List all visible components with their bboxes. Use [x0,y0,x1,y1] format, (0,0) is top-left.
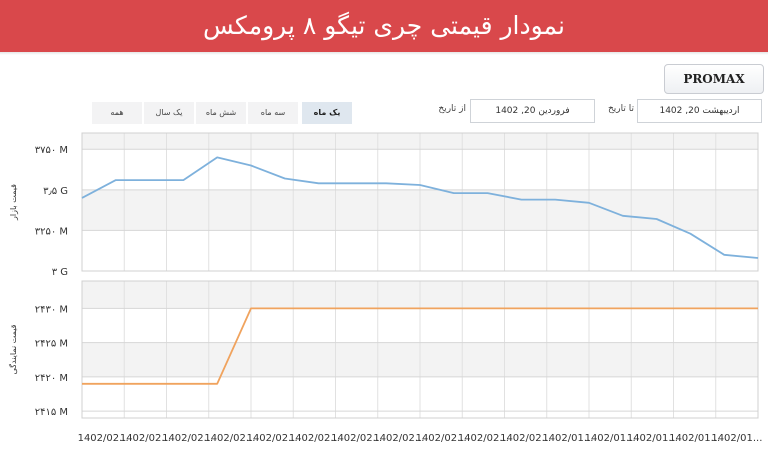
x-tick-label: 1402/02... [373,433,424,444]
x-tick-label: 1402/01... [585,433,636,444]
x-tick-label: 1402/02... [120,433,171,444]
dealer-band [82,281,758,309]
market-band [82,133,758,150]
market-ytick-label: ۳٫۵ G [43,186,68,197]
dealer-price-chart: ۲۴۱۵ M ۲۴۲۰ M ۲۴۲۵ M ۲۴۳۰ M قیمت نمایندگی [8,280,759,419]
to-date-label: تا تاریخ [607,104,634,114]
market-price-chart: ۳ G ۳۲۵۰ M ۳٫۵ G ۳۷۵۰ M قیمت بازار [9,132,759,278]
x-tick-label: 1402/02... [331,433,382,444]
market-band [82,189,758,231]
range-6m-button[interactable]: شش ماه [196,102,246,124]
market-ytick-label: ۳ G [52,267,68,278]
x-tick-label: 1402/01... [711,433,762,444]
dealer-ytick-label: ۲۴۲۰ M [35,373,68,384]
market-ylabel: قیمت بازار [9,184,18,221]
to-date-input[interactable]: اردیبهشت 20, 1402 [637,99,762,123]
dealer-ytick-label: ۲۴۳۰ M [35,304,68,315]
market-ytick-label: ۳۲۵۰ M [35,226,68,237]
range-1m-button[interactable]: یک ماه [302,102,352,124]
dealer-ylabel: قیمت نمایندگی [8,324,18,374]
range-1y-button[interactable]: یک سال [144,102,194,124]
from-date-label: از تاریخ [438,104,466,114]
page-header: نمودار قیمتی چری تیگو ۸ پرومکس [0,0,768,55]
dealer-frame [81,280,759,419]
x-tick-label: 1402/02... [500,433,551,444]
x-tick-label: 1402/02... [247,433,298,444]
x-tick-label: 1402/02... [289,433,340,444]
x-tick-label: 1402/02... [204,433,255,444]
x-tick-label: 1402/02... [162,433,213,444]
range-3m-button[interactable]: سه ماه [248,102,298,124]
x-tick-label: 1402/02... [458,433,509,444]
market-ytick-label: ۳۷۵۰ M [35,145,68,156]
x-axis: 1402/01...1402/01...1402/01...1402/01...… [78,433,763,444]
market-frame [81,132,759,272]
range-all-button[interactable]: همه [92,102,142,124]
page-title: نمودار قیمتی چری تیگو ۸ پرومکس [203,11,565,40]
x-tick-label: 1402/01... [627,433,678,444]
variant-button[interactable]: PROMAX AWD [664,64,764,114]
from-date-input[interactable]: فروردین 20, 1402 [470,99,595,123]
header-shadow [0,52,768,55]
dealer-price-line [82,307,758,385]
x-tick-label: 1402/01... [542,433,593,444]
x-tick-label: 1402/02... [78,433,129,444]
dealer-ytick-label: ۲۴۱۵ M [35,407,68,418]
x-tick-label: 1402/01... [669,433,720,444]
market-price-line [81,156,759,259]
x-tick-label: 1402/02... [416,433,467,444]
dealer-band [82,342,758,377]
dealer-ytick-label: ۲۴۲۵ M [35,339,68,350]
